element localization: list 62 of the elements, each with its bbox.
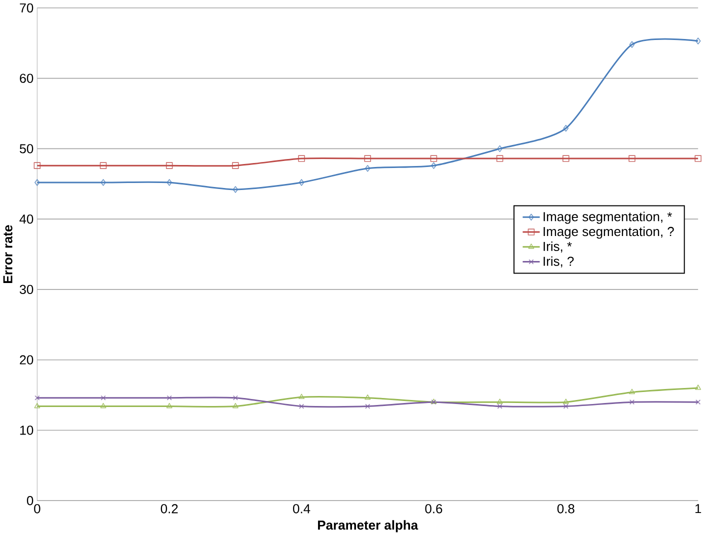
point bbox=[364, 165, 370, 172]
x-tick-label: 0.2 bbox=[160, 504, 178, 514]
point bbox=[563, 404, 568, 410]
x-tick-label: 0.4 bbox=[293, 504, 310, 514]
point bbox=[629, 400, 634, 405]
y-tick-label: 40 bbox=[20, 214, 34, 224]
point bbox=[628, 389, 635, 394]
legend-label: Iris, * bbox=[544, 242, 572, 253]
y-tick-label: 50 bbox=[20, 144, 34, 154]
point bbox=[232, 403, 238, 408]
point bbox=[166, 179, 172, 186]
legend-label: Image segmentation, * bbox=[544, 212, 672, 224]
y-tick-label: 30 bbox=[20, 285, 34, 294]
point bbox=[496, 155, 504, 162]
point bbox=[562, 398, 569, 404]
point bbox=[34, 396, 40, 401]
x-tick-label: 0.6 bbox=[425, 504, 442, 514]
x-tick-label: 1 bbox=[695, 504, 702, 514]
point bbox=[364, 394, 371, 400]
point bbox=[562, 155, 570, 162]
point bbox=[100, 403, 106, 408]
point bbox=[629, 41, 635, 48]
y-axis-title: Error rate bbox=[3, 225, 12, 284]
point bbox=[298, 179, 304, 186]
point bbox=[696, 400, 701, 405]
point bbox=[166, 403, 172, 408]
point bbox=[34, 162, 41, 170]
point bbox=[695, 384, 702, 390]
legend-label: Iris, ? bbox=[544, 256, 574, 268]
point bbox=[34, 179, 40, 186]
y-tick-label: 10 bbox=[20, 426, 34, 436]
point bbox=[497, 404, 502, 410]
point bbox=[298, 394, 305, 400]
y-tick-label: 0 bbox=[26, 496, 34, 506]
x-tick-label: 0.8 bbox=[557, 504, 574, 514]
point bbox=[563, 125, 569, 132]
point bbox=[431, 162, 436, 170]
point bbox=[166, 396, 172, 401]
point bbox=[100, 396, 106, 401]
point bbox=[34, 403, 40, 408]
legend-label: Image segmentation, ? bbox=[544, 226, 674, 239]
point bbox=[100, 179, 106, 186]
point bbox=[232, 162, 239, 170]
y-tick-label: 70 bbox=[20, 4, 34, 13]
point bbox=[232, 396, 238, 401]
point bbox=[430, 155, 438, 162]
x-tick-label: 0 bbox=[34, 504, 40, 514]
x-axis-title: Parameter alpha bbox=[318, 520, 418, 532]
point bbox=[694, 155, 702, 162]
point bbox=[299, 404, 304, 410]
point bbox=[628, 155, 636, 162]
point bbox=[497, 145, 502, 152]
point bbox=[232, 186, 238, 194]
point bbox=[364, 155, 372, 162]
point bbox=[166, 162, 173, 170]
point bbox=[496, 398, 503, 404]
point bbox=[100, 162, 107, 170]
point bbox=[365, 404, 370, 410]
point bbox=[298, 155, 305, 162]
point bbox=[695, 38, 701, 45]
y-tick-label: 20 bbox=[20, 355, 34, 365]
y-tick-label: 60 bbox=[20, 74, 34, 84]
